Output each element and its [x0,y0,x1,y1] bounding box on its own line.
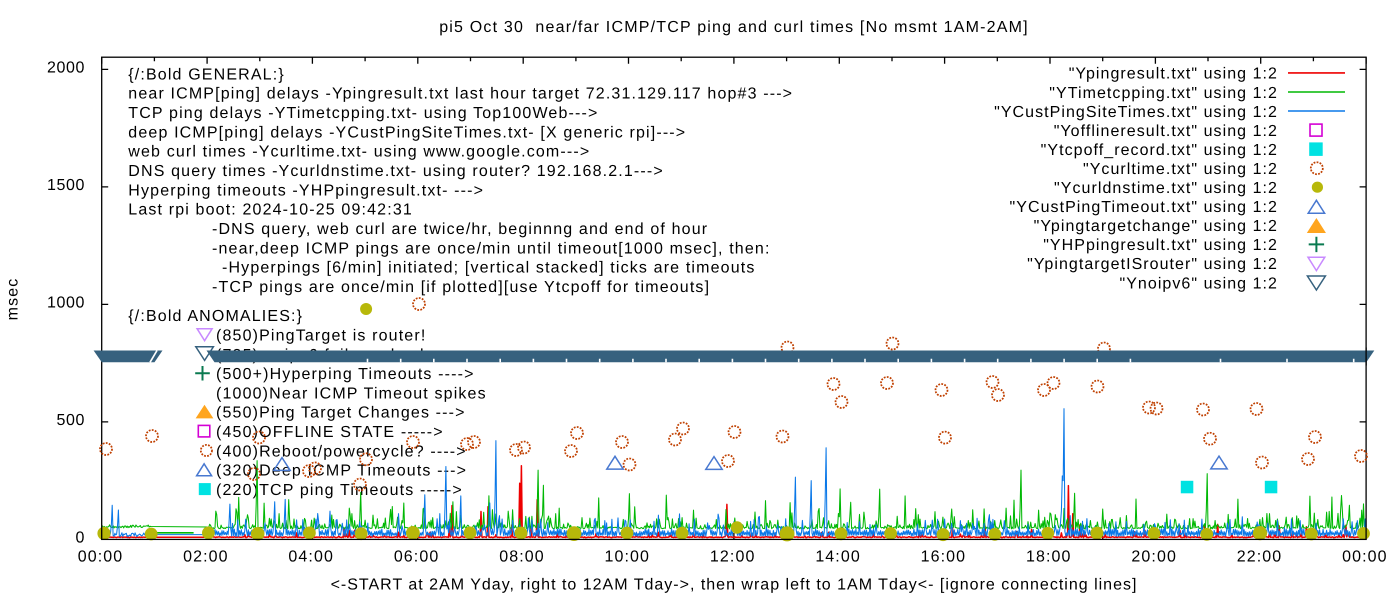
svg-text:0: 0 [76,530,86,547]
svg-text:10:00: 10:00 [605,549,651,566]
svg-text:"YCustPingTimeout.txt" using 1: "YCustPingTimeout.txt" using 1:2 [1010,199,1278,216]
svg-text:16:00: 16:00 [921,549,967,566]
svg-text:"YHPpingresult.txt" using 1:2: "YHPpingresult.txt" using 1:2 [1043,237,1278,254]
svg-text:TCP ping delays -YTimetcpping.: TCP ping delays -YTimetcpping.txt- using… [128,105,598,122]
svg-text:500: 500 [57,412,86,429]
svg-text:(400)Reboot/powercycle? ---->: (400)Reboot/powercycle? ----> [216,443,467,460]
svg-text:Hyperping timeouts -YHPpingres: Hyperping timeouts -YHPpingresult.txt- -… [128,182,484,199]
svg-text:"Ycurldnstime.txt" using 1:2: "Ycurldnstime.txt" using 1:2 [1054,180,1278,197]
svg-text:(850)PingTarget is router!: (850)PingTarget is router! [216,328,426,345]
svg-text:near ICMP[ping] delays -Ypingr: near ICMP[ping] delays -Ypingresult.txt … [128,86,793,103]
svg-text:04:00: 04:00 [288,549,334,566]
svg-text:<-START at 2AM Yday, right to: <-START at 2AM Yday, right to 12AM Tday-… [331,577,1138,594]
svg-text:08:00: 08:00 [499,549,545,566]
svg-text:(320)Deep ICMP Timeouts --->: (320)Deep ICMP Timeouts ---> [216,463,467,480]
svg-text:-Hyperpings [6/min] initiated;: -Hyperpings [6/min] initiated; [vertical… [222,260,756,277]
svg-text:{/:Bold GENERAL:}: {/:Bold GENERAL:} [128,66,285,83]
svg-text:2000: 2000 [47,60,85,77]
svg-text:DNS query times -Ycurldnstime.: DNS query times -Ycurldnstime.txt- using… [128,163,664,180]
svg-text:06:00: 06:00 [394,549,440,566]
svg-text:00:00: 00:00 [1342,549,1388,566]
svg-text:"Ycurltime.txt" using 1:2: "Ycurltime.txt" using 1:2 [1083,161,1278,178]
svg-text:"Ynoipv6" using 1:2: "Ynoipv6" using 1:2 [1119,275,1278,292]
svg-text:"Yofflineresult.txt" using 1:2: "Yofflineresult.txt" using 1:2 [1054,123,1278,140]
svg-text:web curl times -Ycurltime.txt-: web curl times -Ycurltime.txt- using www… [127,144,590,161]
svg-text:msec: msec [5,278,22,321]
svg-text:12:00: 12:00 [710,549,756,566]
svg-text:Last rpi boot: 2024-10-25 09:4: Last rpi boot: 2024-10-25 09:42:31 [128,202,413,219]
svg-text:(500+)Hyperping Timeouts ---->: (500+)Hyperping Timeouts ----> [216,366,475,383]
svg-text:1000: 1000 [47,295,85,312]
svg-text:"YpingtargetISrouter" using 1:: "YpingtargetISrouter" using 1:2 [1027,256,1278,273]
svg-text:14:00: 14:00 [815,549,861,566]
svg-text:-near,deep ICMP pings are once: -near,deep ICMP pings are once/min until… [212,240,771,257]
svg-text:(1000)Near ICMP Timeout spikes: (1000)Near ICMP Timeout spikes [216,385,487,402]
svg-text:-TCP pings are once/min [if pl: -TCP pings are once/min [if plotted][use… [212,279,710,296]
svg-text:02:00: 02:00 [183,549,229,566]
svg-text:"YCustPingSiteTimes.txt" using: "YCustPingSiteTimes.txt" using 1:2 [994,104,1278,121]
svg-text:22:00: 22:00 [1237,549,1283,566]
svg-text:"YTimetcpping.txt" using 1:2: "YTimetcpping.txt" using 1:2 [1049,85,1278,102]
svg-text:(220)TCP ping Timeouts ----->: (220)TCP ping Timeouts -----> [216,482,463,499]
svg-text:"Ypingtargetchange" using 1:2: "Ypingtargetchange" using 1:2 [1034,218,1278,235]
svg-text:{/:Bold ANOMALIES:}: {/:Bold ANOMALIES:} [128,308,303,325]
svg-text:(550)Ping Target Changes --->: (550)Ping Target Changes ---> [216,405,466,422]
svg-text:deep ICMP[ping] delays -YCustP: deep ICMP[ping] delays -YCustPingSiteTim… [128,124,686,141]
svg-text:18:00: 18:00 [1026,549,1072,566]
svg-text:pi5 Oct 30 near/far ICMP/TCP: pi5 Oct 30 near/far ICMP/TCP ping and cu… [439,19,1029,36]
svg-text:1500: 1500 [47,177,85,194]
svg-text:-DNS query, web curl are twice: -DNS query, web curl are twice/hr, begin… [212,221,708,238]
svg-text:20:00: 20:00 [1131,549,1177,566]
svg-text:"Ytcpoff_record.txt" using 1:2: "Ytcpoff_record.txt" using 1:2 [1041,142,1278,159]
svg-text:(450)OFFLINE STATE ----->: (450)OFFLINE STATE -----> [216,424,444,441]
svg-text:00:00: 00:00 [78,549,124,566]
svg-text:"Ypingresult.txt" using 1:2: "Ypingresult.txt" using 1:2 [1069,66,1278,83]
